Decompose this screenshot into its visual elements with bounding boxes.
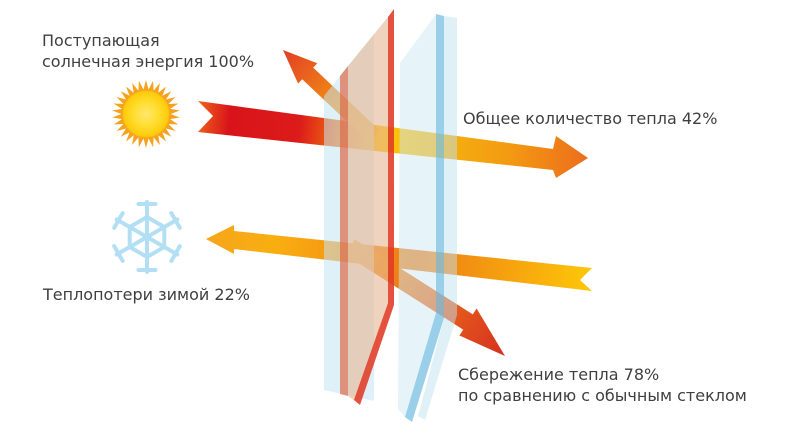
pane-coated-face: [348, 17, 388, 401]
label-incoming-solar: Поступающая солнечная энергия 100%: [42, 30, 254, 72]
label-heat-savings-line1: Сбережение тепла 78%: [458, 365, 660, 384]
glass-pane-coated: [324, 9, 394, 405]
snowflake-hexagon: [127, 215, 167, 259]
sun-icon: [111, 80, 181, 148]
pane-blue-edge: [405, 14, 444, 422]
label-incoming-solar-line2: солнечная энергия 100%: [42, 52, 255, 71]
snowflake-icon: [110, 200, 184, 274]
pane-red-edge: [354, 9, 394, 405]
label-winter-loss: Теплопотери зимой 22%: [43, 285, 250, 304]
label-incoming-solar-line1: Поступающая: [42, 31, 160, 50]
pane-outer-surface: [418, 16, 457, 420]
glass-pane-clear: [398, 14, 457, 422]
label-heat-savings: Сбережение тепла 78% по сравнению с обыч…: [458, 364, 747, 406]
heat-flow-arrows: [198, 50, 592, 356]
label-heat-savings-line2: по сравнению с обычным стеклом: [458, 386, 747, 405]
pane-inner-edge: [340, 66, 348, 396]
label-total-heat: Общее количество тепла 42%: [463, 109, 718, 128]
pane-clear-face: [398, 14, 436, 417]
